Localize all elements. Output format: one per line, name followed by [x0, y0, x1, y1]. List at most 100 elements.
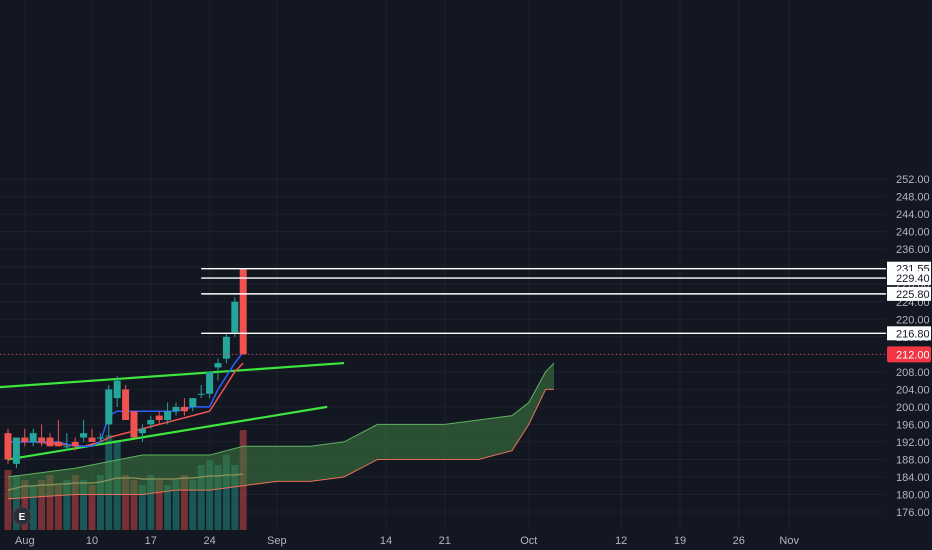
candle-body: [189, 398, 197, 407]
time-tick-label: 24: [203, 535, 215, 547]
trendlines[interactable]: [0, 361, 345, 461]
volume-bar: [80, 480, 88, 530]
price-tick-label: 240.00: [896, 227, 930, 239]
price-tick-label: 208.00: [896, 367, 930, 379]
cloud-fill: [8, 363, 554, 499]
price-tick-label: 200.00: [896, 402, 930, 414]
volume-bar: [206, 460, 214, 530]
candle-body: [222, 336, 230, 359]
price-tick-label: 248.00: [896, 192, 930, 204]
ichimoku-cloud: [7, 362, 555, 500]
volume-bar: [138, 485, 146, 530]
cloud-span-a: [7, 362, 555, 478]
volume-bar: [197, 465, 205, 530]
time-tick-label: Nov: [779, 535, 799, 547]
candle-body: [96, 437, 104, 439]
price-tick-label: 220.00: [896, 314, 930, 326]
time-tick-label: Sep: [267, 535, 287, 547]
candle-body: [54, 441, 62, 447]
price-tick-label: 252.00: [896, 174, 930, 186]
events-marker[interactable]: E: [12, 506, 32, 526]
candle-body: [122, 389, 130, 421]
volume-bar: [12, 475, 20, 530]
candle-body: [172, 406, 180, 412]
price-tick-label: 244.00: [896, 209, 930, 221]
candlesticks: [4, 268, 247, 469]
price-axis[interactable]: 176.00 180.00 184.00 188.00 192.00 196.00 200.…: [886, 0, 932, 550]
time-tick-label: 17: [145, 535, 157, 547]
events-marker-badge[interactable]: [12, 506, 32, 526]
time-tick-label: 14: [380, 535, 392, 547]
time-tick-label: Aug: [15, 535, 35, 547]
candle-body: [231, 301, 239, 333]
price-tick-label: 192.00: [896, 437, 930, 449]
candle-body: [105, 389, 113, 425]
time-tick-label: Oct: [520, 535, 537, 547]
price-tick-label: 176.00: [896, 507, 930, 519]
time-tick-label: 19: [674, 535, 686, 547]
candle-body: [38, 437, 46, 442]
candle-body: [71, 441, 79, 447]
last-price-label: 212.00: [896, 349, 930, 361]
candle-body: [21, 437, 29, 442]
level-price-label: 225.80: [896, 289, 930, 301]
price-tick-label: 196.00: [896, 419, 930, 431]
volume-bar: [96, 475, 104, 530]
volume-bar: [88, 485, 96, 530]
volume-bar: [21, 480, 29, 530]
volume-bar: [122, 475, 130, 530]
candle-body: [80, 433, 88, 438]
level-price-box: [887, 271, 931, 286]
price-tick-label: 184.00: [896, 472, 930, 484]
candle-body: [155, 415, 163, 421]
volume-bar: [231, 465, 239, 530]
candle-body: [88, 437, 96, 442]
candle-body: [147, 420, 155, 425]
candle-body: [138, 428, 146, 434]
candle-body: [130, 411, 138, 438]
candle-body: [113, 380, 121, 399]
candle-body: [29, 433, 37, 442]
volume-bar: [46, 475, 54, 530]
volume-bar: [172, 480, 180, 530]
cloud-span-b: [7, 388, 554, 500]
candle-body: [180, 406, 188, 412]
volume-bar: [29, 485, 37, 530]
time-axis[interactable]: Aug 10 17 24 Sep 14 21 Oct 12 19 26 Nov: [15, 535, 799, 547]
volume-bar: [71, 475, 79, 530]
events-marker-icon: E: [19, 512, 26, 523]
candle-body: [12, 437, 20, 464]
trendline[interactable]: [7, 405, 328, 461]
time-tick-label: 10: [86, 535, 98, 547]
volume-bar: [38, 480, 46, 530]
volume-bar: [214, 465, 222, 530]
volume-bar: [130, 480, 138, 530]
price-tick-label: 204.00: [896, 384, 930, 396]
volume-bar: [147, 475, 155, 530]
candle-body: [164, 411, 172, 421]
candle-body: [206, 371, 214, 394]
time-tick-label: 21: [439, 535, 451, 547]
volume-bar: [222, 455, 230, 530]
level-price-box: [887, 326, 931, 341]
volume-bar: [54, 485, 62, 530]
price-tick-label: 188.00: [896, 454, 930, 466]
volume-bar: [4, 470, 12, 530]
candle-body: [4, 433, 12, 460]
horizontal-levels[interactable]: [0, 267, 886, 355]
candle-body: [46, 437, 54, 447]
level-price-label: 229.40: [896, 273, 930, 285]
price-tick-label: 180.00: [896, 489, 930, 501]
trendline[interactable]: [0, 361, 345, 389]
time-tick-label: 26: [733, 535, 745, 547]
level-price-label: 216.80: [896, 328, 930, 340]
volume-bar: [63, 480, 71, 530]
volume-bar: [155, 480, 163, 530]
candle-body: [239, 268, 247, 355]
last-price-box: [887, 346, 931, 363]
candle-body: [63, 446, 71, 448]
price-tick-label: 236.00: [896, 244, 930, 256]
candle-body: [197, 393, 205, 395]
volume-bar: [164, 485, 172, 530]
